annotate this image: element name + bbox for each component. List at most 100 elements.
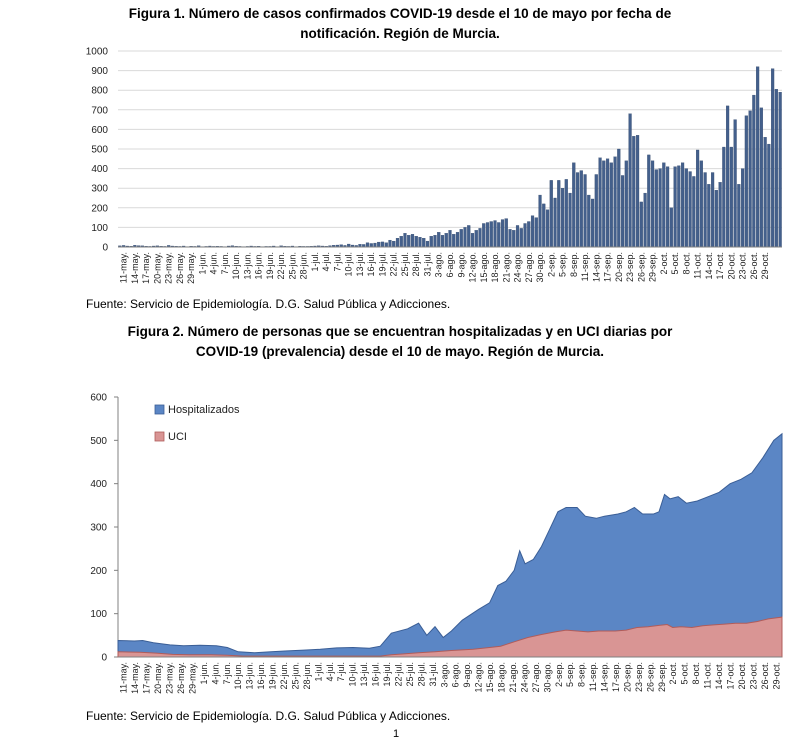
bar bbox=[418, 237, 422, 248]
bar bbox=[452, 234, 456, 248]
bar bbox=[643, 192, 647, 248]
figure2-title-line1: Figura 2. Número de personas que se encu… bbox=[127, 324, 673, 339]
bar bbox=[778, 92, 782, 248]
x-tick-label: 7-jul. bbox=[332, 252, 342, 272]
x-tick-label: 19-jun. bbox=[268, 662, 278, 690]
x-tick-label: 14-oct. bbox=[704, 252, 714, 280]
x-tick-label: 1-jul. bbox=[310, 252, 320, 272]
x-tick-label: 17-sep. bbox=[603, 252, 613, 282]
x-tick-label: 18-ago. bbox=[497, 662, 507, 693]
x-tick-label: 13-jul. bbox=[355, 252, 365, 277]
x-tick-label: 22-jun. bbox=[276, 252, 286, 280]
bar bbox=[711, 172, 715, 248]
bar bbox=[534, 217, 538, 248]
x-tick-label: 23-sep. bbox=[625, 252, 635, 282]
legend-label-hospitalizados: Hospitalizados bbox=[168, 404, 240, 416]
x-tick-label: 9-ago. bbox=[462, 662, 472, 688]
x-tick-label: 20-may. bbox=[152, 252, 162, 284]
bar bbox=[500, 219, 505, 248]
bar bbox=[756, 66, 760, 248]
x-tick-label: 17-sep. bbox=[611, 662, 621, 692]
bar bbox=[733, 119, 737, 248]
x-tick-label: 31-jul. bbox=[428, 662, 438, 687]
bar bbox=[759, 107, 763, 248]
x-tick-label: 11-may. bbox=[119, 252, 129, 283]
bar bbox=[587, 194, 591, 248]
x-tick-label: 1-jul. bbox=[313, 662, 323, 682]
bar bbox=[425, 240, 430, 248]
bar bbox=[365, 242, 370, 248]
bar bbox=[530, 215, 535, 248]
bar bbox=[673, 166, 677, 248]
bar bbox=[493, 220, 497, 248]
x-tick-label: 25-jun. bbox=[287, 252, 297, 280]
x-tick-label: 27-ago. bbox=[524, 252, 534, 283]
bar bbox=[504, 218, 508, 248]
bar bbox=[384, 242, 388, 248]
x-tick-label: 20-sep. bbox=[622, 662, 632, 692]
bar bbox=[485, 222, 490, 248]
y-tick-label: 100 bbox=[91, 223, 108, 234]
y-tick-label: 1000 bbox=[86, 47, 109, 58]
x-tick-label: 5-oct. bbox=[670, 252, 680, 275]
bar bbox=[392, 240, 396, 248]
bar bbox=[692, 176, 696, 248]
bar bbox=[628, 113, 632, 248]
bar bbox=[590, 198, 595, 248]
bar bbox=[658, 168, 662, 248]
bar bbox=[744, 115, 748, 248]
x-tick-label: 15-ago. bbox=[479, 252, 489, 283]
legend-swatch-uci bbox=[154, 431, 165, 442]
x-tick-label: 19-jun. bbox=[265, 252, 275, 280]
y-tick-label: 700 bbox=[91, 105, 108, 116]
bar bbox=[433, 235, 437, 248]
x-tick-label: 11-sep. bbox=[580, 252, 590, 281]
bar bbox=[474, 230, 478, 248]
bar bbox=[478, 228, 482, 248]
bar bbox=[527, 221, 531, 248]
bar bbox=[579, 170, 583, 248]
x-tick-label: 17-oct. bbox=[715, 252, 725, 280]
x-tick-label: 22-jun. bbox=[279, 662, 289, 690]
bar bbox=[470, 233, 475, 248]
bar bbox=[575, 172, 580, 248]
x-tick-label: 23-sep. bbox=[634, 662, 644, 692]
x-tick-label: 30-ago. bbox=[542, 662, 552, 693]
bar bbox=[459, 229, 463, 248]
x-tick-label: 26-oct. bbox=[749, 252, 759, 280]
x-tick-label: 10-jun. bbox=[231, 252, 241, 280]
bar bbox=[410, 234, 415, 248]
y-tick-label: 300 bbox=[90, 523, 107, 534]
x-tick-label: 10-jul. bbox=[348, 662, 358, 687]
x-tick-label: 21-ago. bbox=[501, 252, 511, 283]
x-tick-label: 14-sep. bbox=[591, 252, 601, 282]
x-tick-label: 26-may. bbox=[176, 662, 186, 694]
bar bbox=[722, 146, 726, 248]
bar bbox=[771, 68, 775, 248]
bar bbox=[748, 110, 752, 248]
x-tick-label: 8-sep. bbox=[569, 252, 579, 277]
x-tick-label: 10-jun. bbox=[233, 662, 243, 690]
x-tick-label: 21-ago. bbox=[508, 662, 518, 693]
bar bbox=[542, 203, 546, 248]
hospitalizados-area bbox=[117, 432, 783, 658]
bar bbox=[444, 233, 448, 248]
x-tick-label: 19-jul. bbox=[377, 252, 387, 277]
bar bbox=[714, 190, 718, 248]
x-tick-label: 24-ago. bbox=[513, 252, 523, 283]
x-tick-label: 28-jul. bbox=[416, 662, 426, 687]
bar bbox=[696, 149, 700, 248]
x-tick-label: 26-sep. bbox=[645, 662, 655, 692]
x-tick-label: 29-sep. bbox=[648, 252, 658, 282]
figure1-source: Fuente: Servicio de Epidemiología. D.G. … bbox=[86, 297, 451, 311]
bar bbox=[538, 194, 542, 248]
x-tick-label: 6-ago. bbox=[451, 662, 461, 688]
bar bbox=[414, 236, 418, 248]
x-tick-label: 23-may. bbox=[165, 662, 175, 694]
x-tick-label: 2-oct. bbox=[659, 252, 669, 275]
x-tick-label: 3-ago. bbox=[439, 662, 449, 688]
x-tick-label: 14-may. bbox=[130, 662, 140, 694]
x-tick-label: 16-jun. bbox=[256, 662, 266, 690]
bar bbox=[508, 229, 512, 248]
